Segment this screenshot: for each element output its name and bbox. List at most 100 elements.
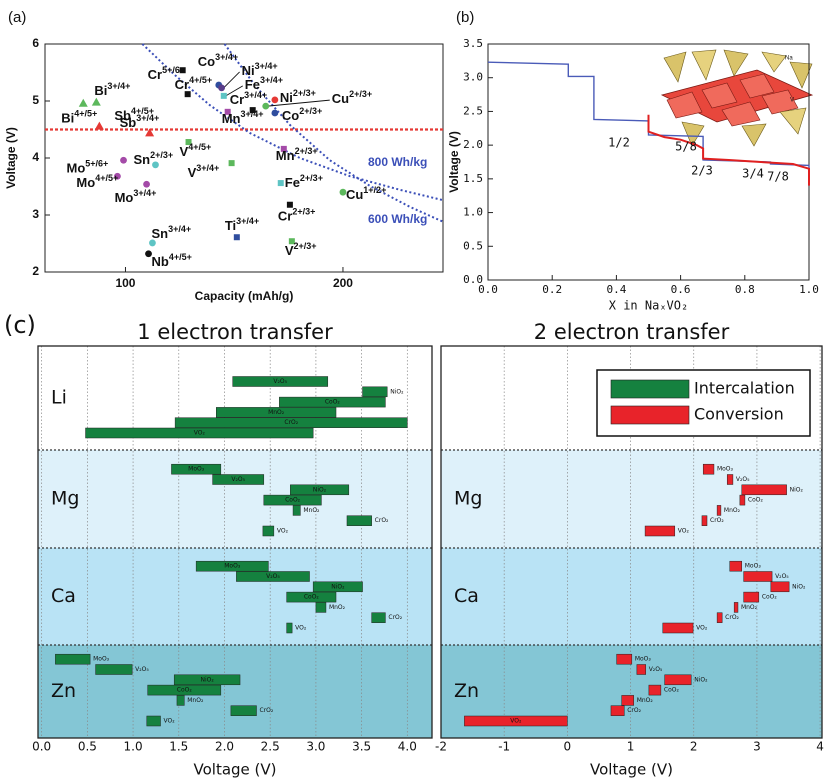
point-label: Ni2+/3+ [280,88,316,105]
panel-c: 2 electron transfer Voltage (V) -2 -1 0 1 2 3 4 M… [435,320,824,779]
charge: 5+/6+ [85,159,108,169]
point-label: Cu1+/2+ [346,186,386,203]
bar-label: VO₂ [295,625,307,632]
point-label: Co3+/4+ [198,52,238,69]
range-bar [286,591,337,603]
x-tick-label: 1.5 [169,740,188,754]
element: V [188,166,197,181]
annotation: 5/8 [675,140,697,154]
bar-label: V₂O₅ [649,666,663,673]
range-bar [279,396,386,408]
charge: 3+/4+ [107,82,130,92]
bar-label: CoO₂ [304,594,320,601]
range-bar [662,622,694,634]
range-bar [292,505,301,516]
bar-label: V₂O₅ [273,378,287,385]
y-axis-label: Voltage (V) [4,127,18,189]
x-tick-label: 0 [564,740,572,754]
legend-swatch [610,379,690,399]
range-bar [230,705,257,716]
bar-label: MnO₂ [303,507,320,514]
bar-label: NiO₂ [790,486,804,493]
range-bar [174,417,408,428]
range-bar [701,515,708,526]
legend-swatch [610,405,690,425]
x-tick-label: 0.8 [735,283,755,296]
point-label: Cr4+/5+ [175,76,212,93]
point-marker [220,92,227,99]
bar-label: MoO₃ [224,563,241,570]
element: Cu [332,92,349,107]
bar-label: CrO₂ [375,517,389,524]
point-marker [179,67,186,74]
voltage-curve [647,114,810,186]
bar-label: CrO₂ [284,419,298,426]
element: Mo [67,161,86,176]
bar-label: MnO₂ [268,409,285,416]
octahedron [721,101,761,127]
panel-a: (a) 2 3 4 5 6 100 200 Capacity (mAh/g) Voltage (V… [4,9,444,303]
point-label: Sb3+/4+ [120,113,160,130]
range-bar [147,684,222,696]
range-bar [55,653,91,665]
curve-label: 800 Wh/kg [368,155,427,169]
octahedron [701,82,738,109]
bar-label: MnO₂ [741,604,758,611]
point-marker [120,156,127,164]
point-marker [262,102,270,110]
point-label: Mo4+/5+ [76,174,118,191]
point-label: Sn2+/3+ [133,150,173,167]
y-tick-label: 2.0 [463,138,483,151]
bar-label: VO₂ [696,625,708,632]
y-tick-label: 6 [32,36,39,50]
energy-curve [141,43,444,202]
prism [741,123,767,147]
charge: 3+/4+ [236,217,259,227]
charge: 3+/4+ [133,189,156,199]
charge: 4+/5+ [169,252,192,262]
element: Nb [152,254,169,269]
bar-label: V₂O₅ [736,476,750,483]
bar-label: MoO₃ [635,656,652,663]
range-bar [464,715,568,727]
point-label: Cr2+/3+ [278,207,315,224]
voltage-curve [487,61,810,186]
range-bar [733,602,739,613]
point-label: Mo3+/4+ [115,189,157,206]
annotation: 7/8 [767,170,789,184]
charge: 3+/4+ [215,52,238,62]
curve-label: 600 Wh/kg [368,212,427,226]
chart-title: 2 electron transfer [534,320,730,344]
range-bar [146,715,161,727]
charge: 3+/4+ [255,61,278,71]
point-label: Bi4+/5+ [61,109,97,126]
point-label: Fe2+/3+ [285,173,323,190]
point-label: Cu2+/3+ [332,90,372,107]
annotation: 3/4 [742,167,764,181]
range-bar [85,427,314,439]
charge: 2+/3+ [300,173,323,183]
point-marker [271,109,279,117]
panel-label: (a) [8,9,26,26]
point-label: Ni3+/4+ [242,61,278,78]
bar-label: CoO₂ [762,594,778,601]
point-marker [152,161,159,169]
octahedron [739,73,775,99]
charge: 3+/4+ [136,113,159,123]
element: Ni [242,63,255,78]
bar-label: CoO₂ [664,687,680,694]
range-bar [648,684,662,696]
category-label: Zn [51,680,76,702]
x-tick-label: 2.5 [261,740,280,754]
range-bar [716,505,722,516]
x-tick-label: 2.0 [215,740,234,754]
point-marker [145,128,155,137]
range-bar [212,474,265,485]
y-tick-label: 3.5 [463,37,483,50]
charge: 2+/3+ [295,146,318,156]
element: Cr [230,93,244,108]
range-bar [236,571,310,582]
range-bar [290,484,350,496]
y-tick-label: 0.0 [463,273,483,286]
element: Mn [222,111,241,126]
